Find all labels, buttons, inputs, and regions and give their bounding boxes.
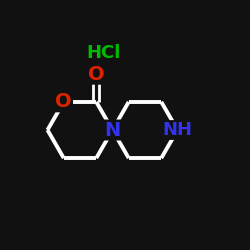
Text: NH: NH: [162, 121, 192, 139]
Text: N: N: [104, 120, 120, 140]
Text: O: O: [56, 92, 72, 111]
Text: HCl: HCl: [86, 44, 121, 62]
Text: O: O: [88, 65, 104, 84]
